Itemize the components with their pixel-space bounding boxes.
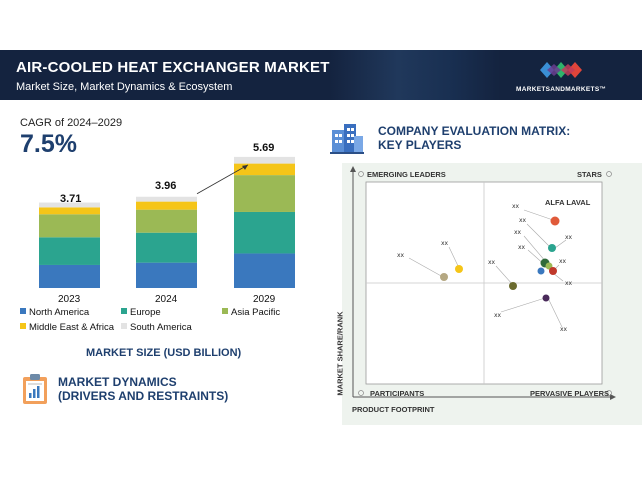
- quadrant-participants: PARTICIPANTS: [370, 389, 425, 398]
- clipboard-icon: [23, 374, 47, 404]
- header-banner: AIR-COOLED HEAT EXCHANGER MARKET Market …: [0, 50, 642, 100]
- x-tick-2024: 2024: [155, 294, 178, 305]
- market-dynamics-line2: (DRIVERS AND RESTRAINTS): [58, 389, 229, 403]
- legend-label: Asia Pacific: [231, 307, 281, 318]
- legend-swatch: [121, 308, 127, 314]
- page-subtitle: Market Size, Market Dynamics & Ecosystem: [16, 81, 233, 93]
- company-label: xx: [559, 258, 567, 265]
- brand-name: MARKETSANDMARKETS™: [516, 86, 607, 93]
- cagr-value: 7.5%: [20, 130, 77, 158]
- company-label: xx: [397, 252, 405, 259]
- company-label: xx: [518, 244, 526, 251]
- bar-2023-middle-east-africa: [39, 207, 100, 215]
- company-matrix-line1: COMPANY EVALUATION MATRIX:: [378, 124, 571, 138]
- company-dot: [542, 294, 550, 302]
- company-label: xx: [514, 229, 522, 236]
- bar-2024-south-america: [136, 196, 197, 202]
- bar-2023-europe: [39, 237, 100, 265]
- quadrant-pervasive-players: PERVASIVE PLAYERS: [530, 389, 610, 398]
- legend-north-america: North America: [20, 307, 89, 318]
- legend-swatch: [222, 308, 228, 314]
- legend-south-america: South America: [121, 322, 192, 333]
- legend-swatch: [121, 323, 127, 329]
- company-label: xx: [565, 280, 573, 287]
- bar-2023-asia-pacific: [39, 214, 100, 238]
- alfa-laval-label: ALFA LAVAL: [545, 198, 591, 207]
- legend-asia-pacific: Asia Pacific: [222, 307, 280, 318]
- company-dot-alfa-laval: [550, 216, 560, 226]
- company-matrix-line2: KEY PLAYERS: [378, 138, 462, 152]
- bar-total-2024: 3.96: [155, 180, 177, 192]
- quadrant-stars: STARS: [577, 170, 602, 179]
- legend-label: Middle East & Africa: [29, 322, 115, 333]
- company-label: xx: [512, 203, 520, 210]
- company-matrix-title: COMPANY EVALUATION MATRIX: KEY PLAYERS: [378, 124, 570, 152]
- legend-label: North America: [29, 307, 90, 318]
- company-dot: [548, 244, 556, 252]
- legend-middle-east-africa: Middle East & Africa: [20, 322, 114, 333]
- legend-swatch: [20, 323, 26, 329]
- bar-2029-asia-pacific: [234, 175, 295, 212]
- bar-total-2023: 3.71: [60, 193, 82, 205]
- legend-swatch: [20, 308, 26, 314]
- bar-2024-asia-pacific: [136, 209, 197, 233]
- market-size-label: MARKET SIZE (USD BILLION): [86, 347, 242, 359]
- x-tick-2023: 2023: [58, 294, 81, 305]
- bar-2029-north-america: [234, 253, 295, 288]
- x-axis-label: PRODUCT FOOTPRINT: [352, 405, 435, 414]
- x-tick-2029: 2029: [253, 294, 276, 305]
- company-label: xx: [441, 240, 449, 247]
- bar-2023-south-america: [39, 202, 100, 208]
- bar-2023-north-america: [39, 264, 100, 288]
- company-label: xx: [560, 326, 568, 333]
- market-dynamics-line1: MARKET DYNAMICS: [58, 375, 177, 389]
- growth-arrow: [196, 164, 249, 195]
- company-label: xx: [519, 217, 527, 224]
- market-dynamics-title: MARKET DYNAMICS (DRIVERS AND RESTRAINTS): [58, 375, 228, 403]
- growth-arrow-head: [242, 164, 248, 170]
- quadrant-icons: [358, 171, 612, 396]
- quadrant-emerging-leaders: EMERGING LEADERS: [367, 170, 446, 179]
- company-dot: [509, 282, 517, 290]
- company-dot: [440, 273, 448, 281]
- company-dot: [537, 267, 545, 275]
- bar-2024-north-america: [136, 262, 197, 288]
- bar-total-2029: 5.69: [253, 142, 275, 154]
- company-label: xx: [565, 234, 573, 241]
- y-axis-label: MARKET SHARE/RANK: [335, 311, 345, 396]
- bar-2029-europe: [234, 211, 295, 254]
- brand-logo-icon: [540, 62, 582, 78]
- legend-label: South America: [130, 322, 192, 333]
- bar-2029-middle-east-africa: [234, 163, 295, 176]
- bar-2024-europe: [136, 232, 197, 263]
- buildings-icon: [330, 124, 364, 154]
- company-label: xx: [494, 312, 502, 319]
- cagr-label: CAGR of 2024–2029: [20, 117, 123, 129]
- bar-2024-middle-east-africa: [136, 201, 197, 210]
- company-dot: [549, 267, 557, 275]
- bar-2029-south-america: [234, 156, 295, 164]
- page-title: AIR-COOLED HEAT EXCHANGER MARKET: [16, 59, 330, 76]
- company-label: xx: [488, 259, 496, 266]
- company-dot: [455, 265, 463, 273]
- legend-label: Europe: [130, 307, 161, 318]
- legend-europe: Europe: [121, 307, 161, 318]
- banner-decoration: [330, 50, 500, 100]
